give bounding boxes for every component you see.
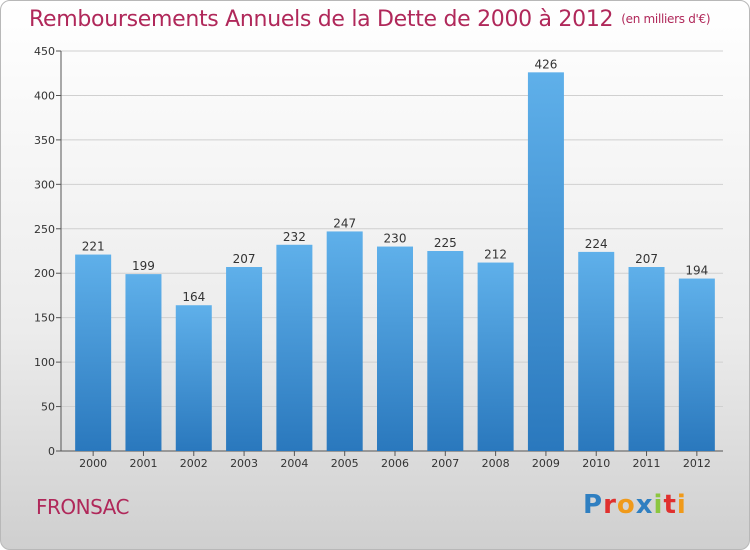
logo-letter: i — [653, 490, 664, 520]
logo-letter: P — [583, 490, 604, 520]
y-tick-label: 450 — [34, 45, 55, 58]
data-label: 199 — [132, 259, 155, 273]
data-label: 221 — [82, 240, 105, 254]
y-tick-label: 0 — [48, 445, 55, 458]
data-label: 212 — [484, 248, 507, 262]
data-label: 207 — [233, 252, 256, 266]
y-tick-label: 250 — [34, 223, 55, 236]
y-tick-label: 400 — [34, 89, 55, 102]
x-tick-label: 2007 — [431, 457, 459, 470]
bar — [678, 278, 715, 451]
logo-letter: t — [663, 490, 677, 520]
x-tick-label: 2008 — [482, 457, 510, 470]
logo-letter: i — [676, 490, 687, 520]
data-label: 224 — [585, 237, 608, 251]
bar — [427, 251, 464, 451]
unit-note: (en milliers d'€) — [621, 12, 711, 26]
x-tick-label: 2009 — [532, 457, 560, 470]
data-label: 247 — [333, 216, 356, 230]
logo-letter: o — [616, 490, 636, 520]
x-tick-label: 2003 — [230, 457, 258, 470]
y-tick-label: 50 — [41, 401, 55, 414]
y-tick-label: 200 — [34, 267, 55, 280]
x-tick-label: 2012 — [683, 457, 711, 470]
bar — [175, 305, 212, 451]
x-tick-label: 2006 — [381, 457, 409, 470]
logo-letter: x — [635, 490, 654, 520]
chart-title: Remboursements Annuels de la Dette de 20… — [29, 7, 711, 32]
bar — [226, 267, 263, 451]
bar — [628, 267, 665, 451]
data-label: 230 — [384, 232, 407, 246]
labels: 0 50 100 150 200 250 300 350 400 450 221 2000 199 200… — [34, 45, 711, 470]
proxiti-logo: Proxiti — [583, 490, 687, 520]
bar — [276, 244, 313, 451]
x-tick-label: 2000 — [79, 457, 107, 470]
data-label: 207 — [635, 252, 658, 266]
x-tick-label: 2011 — [633, 457, 661, 470]
bar — [527, 72, 564, 451]
x-tick-label: 2010 — [582, 457, 610, 470]
x-tick-label: 2002 — [180, 457, 208, 470]
chart-title-text: Remboursements Annuels de la Dette de 20… — [29, 7, 614, 32]
bar — [75, 254, 112, 451]
bar — [125, 274, 162, 451]
data-label: 164 — [182, 290, 205, 304]
bar — [477, 262, 514, 451]
y-tick-label: 350 — [34, 134, 55, 147]
y-tick-label: 150 — [34, 312, 55, 325]
data-label: 225 — [434, 236, 457, 250]
x-tick-label: 2001 — [129, 457, 157, 470]
bars — [75, 72, 715, 451]
x-tick-label: 2004 — [280, 457, 308, 470]
y-tick-label: 300 — [34, 178, 55, 191]
data-label: 194 — [685, 264, 708, 278]
bar — [578, 251, 615, 451]
bar — [326, 231, 363, 451]
data-label: 232 — [283, 230, 306, 244]
x-tick-label: 2005 — [331, 457, 359, 470]
data-label: 426 — [534, 57, 557, 71]
logo-letter: r — [603, 490, 617, 520]
commune-name: FRONSAC — [36, 495, 129, 519]
bar — [377, 246, 413, 451]
y-tick-label: 100 — [34, 356, 55, 369]
